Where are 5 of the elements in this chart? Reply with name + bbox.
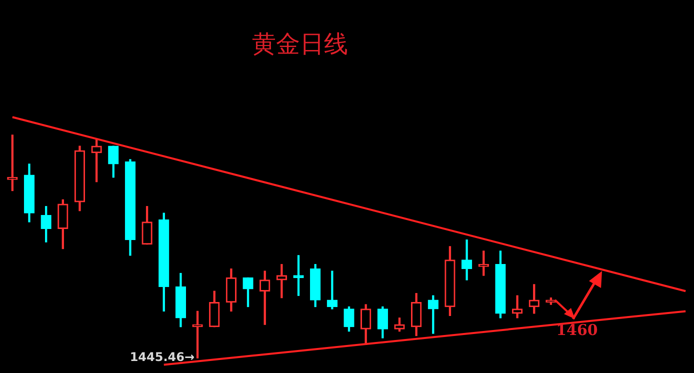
candlestick <box>326 270 338 310</box>
annotation: 1445.46→ <box>130 350 195 364</box>
annotation: 1460 <box>556 320 598 339</box>
candlestick <box>276 264 288 298</box>
chart-title: 黄金日线 <box>251 29 349 60</box>
